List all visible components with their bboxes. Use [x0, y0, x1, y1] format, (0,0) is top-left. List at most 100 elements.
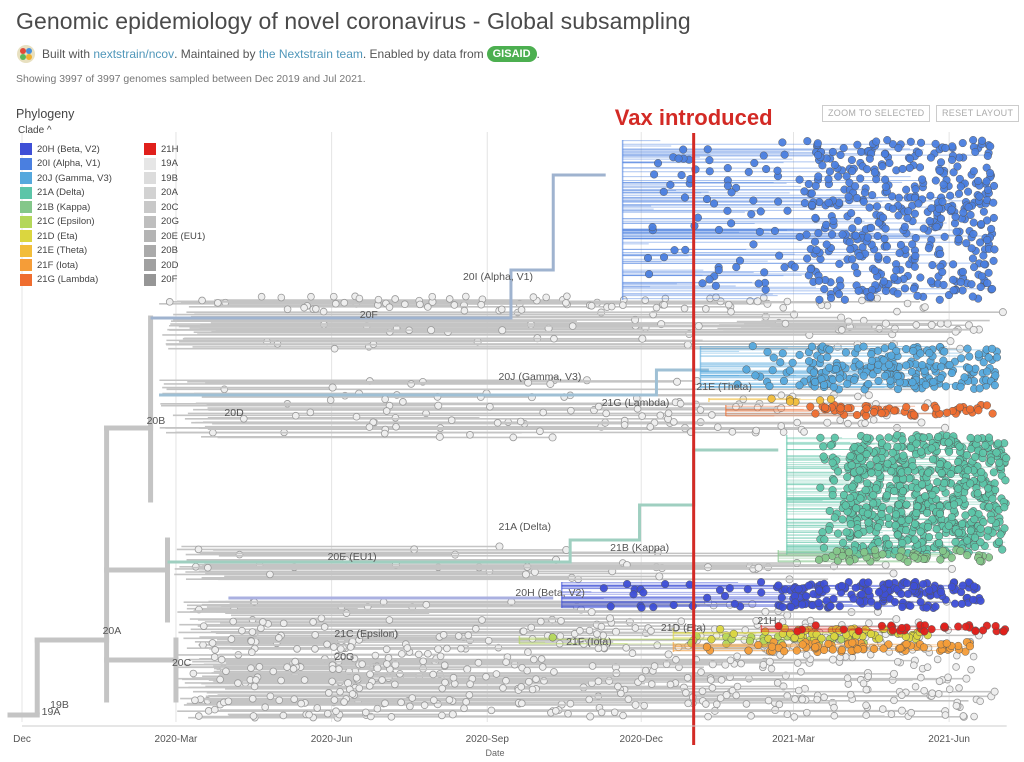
tip: [775, 700, 784, 709]
repo-link[interactable]: nextstrain/ncov: [93, 47, 175, 61]
tip: [450, 301, 459, 309]
tip: [703, 145, 712, 154]
tip: [778, 603, 787, 612]
legend-item[interactable]: 20E (EU1): [144, 229, 264, 244]
tip: [765, 382, 774, 391]
tip: [862, 411, 871, 420]
legend-item[interactable]: 20C: [144, 200, 264, 215]
tip: [754, 641, 763, 650]
legend-item[interactable]: 19A: [144, 157, 264, 172]
tip: [888, 626, 897, 635]
tip: [936, 249, 945, 259]
tip: [403, 644, 412, 652]
tip: [525, 677, 533, 686]
legend-item[interactable]: 20B: [144, 244, 264, 259]
tip: [853, 269, 862, 278]
tip: [990, 381, 999, 390]
tip: [748, 342, 757, 351]
zoom-to-selected-button[interactable]: ZOOM TO SELECTED: [822, 105, 931, 122]
legend-swatch: [20, 186, 32, 199]
tip: [694, 322, 703, 331]
tip: [887, 351, 896, 360]
tip: [947, 368, 956, 378]
tip: [907, 708, 915, 717]
tip: [391, 413, 400, 422]
tip: [919, 224, 928, 233]
tip: [673, 377, 682, 386]
tip: [733, 380, 742, 389]
tip: [743, 585, 752, 594]
tip: [862, 711, 870, 719]
tip: [877, 510, 886, 519]
legend-item[interactable]: 20I (Alpha, V1): [20, 157, 140, 172]
tip: [416, 300, 424, 309]
tip: [813, 695, 821, 704]
tip: [870, 266, 880, 275]
tip: [647, 627, 655, 635]
byline: Built with nextstrain/ncov . Maintained …: [16, 44, 540, 64]
gisaid-logo[interactable]: GISAID: [486, 46, 537, 62]
tip: [959, 712, 968, 720]
legend-item[interactable]: 20A: [144, 186, 264, 201]
legend-item[interactable]: 20J (Gamma, V3): [20, 171, 140, 186]
tip: [795, 381, 804, 390]
legend-item[interactable]: 20D: [144, 258, 264, 273]
tip: [247, 637, 256, 646]
tip: [484, 636, 493, 645]
tip: [859, 197, 868, 206]
legend-swatch: [20, 273, 32, 286]
tip: [917, 447, 926, 456]
tip: [445, 696, 454, 704]
tip: [913, 291, 922, 300]
legend-item[interactable]: 19B: [144, 171, 264, 186]
tip: [781, 319, 790, 328]
clade-label: 21B (Kappa): [610, 542, 669, 554]
tip: [790, 713, 799, 721]
tip: [982, 401, 991, 410]
tip: [696, 406, 705, 414]
reset-layout-button[interactable]: RESET LAYOUT: [936, 105, 1020, 122]
tip: [597, 708, 606, 717]
tip: [710, 199, 719, 208]
tip: [864, 586, 873, 595]
tree-branch: [167, 448, 779, 564]
team-link[interactable]: the Nextstrain team: [258, 47, 363, 61]
tip: [775, 251, 784, 260]
tip: [991, 622, 1000, 631]
tip: [989, 256, 998, 265]
tip: [249, 712, 258, 720]
tip: [909, 582, 918, 591]
tip: [780, 150, 789, 159]
tip: [910, 661, 918, 670]
legend-item[interactable]: 21F (Iota): [20, 258, 140, 273]
legend-item[interactable]: 21B (Kappa): [20, 200, 140, 215]
legend-item[interactable]: 20F: [144, 273, 264, 288]
legend-toggle[interactable]: Clade ^: [18, 125, 52, 136]
tip: [932, 524, 941, 534]
tip: [670, 246, 679, 255]
legend-item[interactable]: 21A (Delta): [20, 186, 140, 201]
tip: [548, 633, 557, 642]
tip: [920, 627, 929, 636]
legend-item[interactable]: 21H: [144, 142, 264, 157]
legend-item[interactable]: 21D (Eta): [20, 229, 140, 244]
tip: [950, 599, 960, 608]
tip: [330, 643, 338, 651]
tip: [873, 346, 882, 355]
legend-item[interactable]: 20G: [144, 215, 264, 230]
legend-item[interactable]: 21G (Lambda): [20, 273, 140, 288]
tip: [910, 552, 919, 561]
legend-item[interactable]: 21C (Epsilon): [20, 215, 140, 230]
tip: [759, 151, 768, 160]
tip: [730, 599, 739, 608]
tip: [983, 235, 992, 245]
tip: [952, 227, 961, 236]
tip: [502, 658, 510, 666]
tip: [865, 619, 873, 627]
legend-label: 21E (Theta): [37, 245, 88, 257]
legend-item[interactable]: 20H (Beta, V2): [20, 142, 140, 157]
tip: [914, 148, 923, 157]
tip: [291, 411, 300, 420]
legend-item[interactable]: 21E (Theta): [20, 244, 140, 259]
